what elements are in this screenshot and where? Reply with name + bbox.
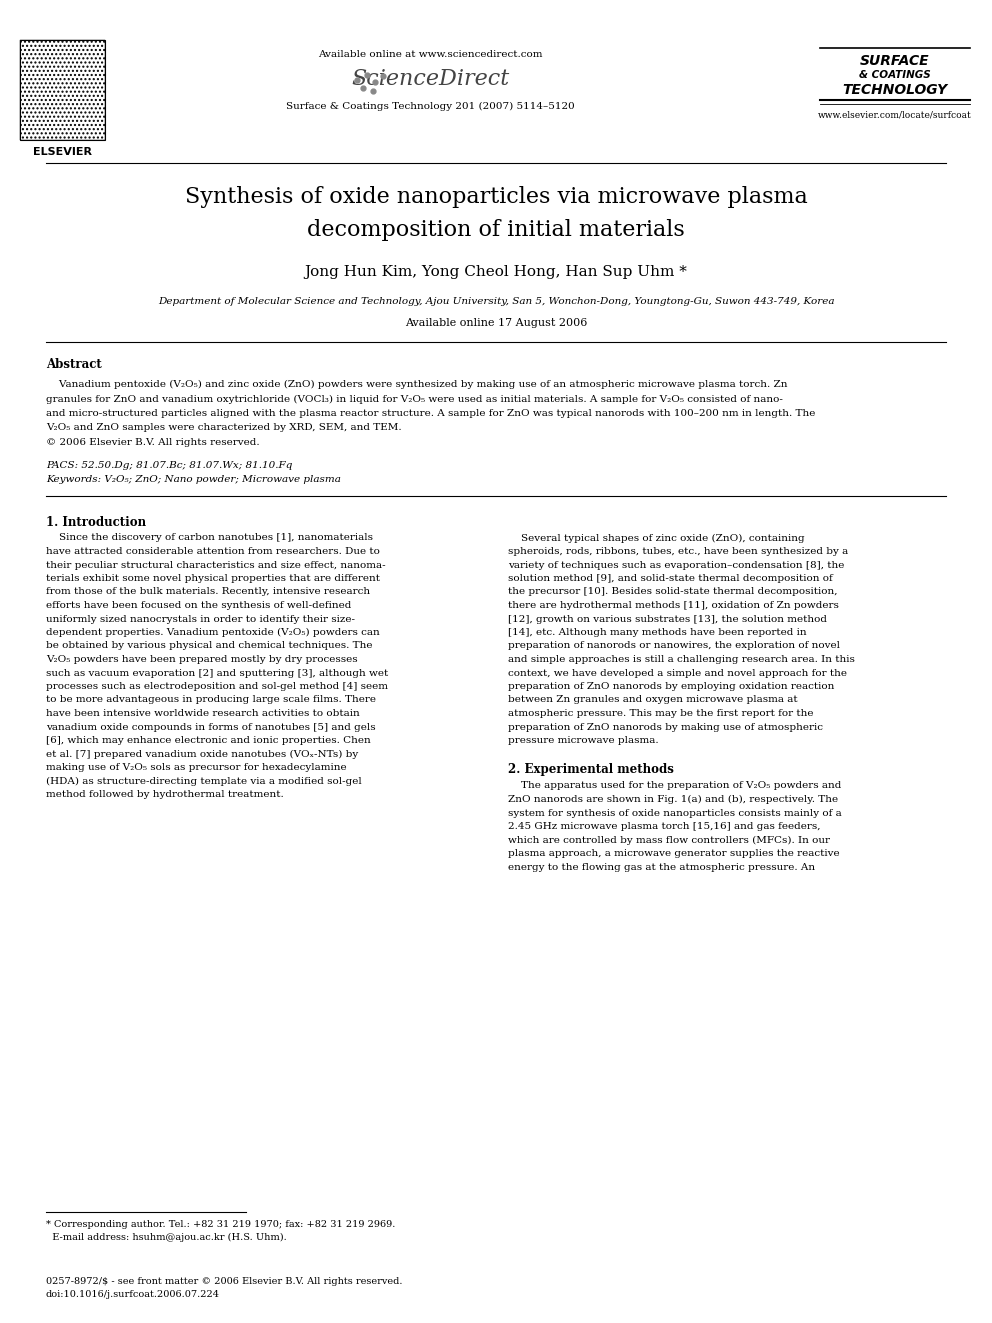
Text: Keywords: V₂O₅; ZnO; Nano powder; Microwave plasma: Keywords: V₂O₅; ZnO; Nano powder; Microw… [46, 475, 341, 484]
Text: [12], growth on various substrates [13], the solution method: [12], growth on various substrates [13],… [508, 614, 827, 623]
Text: between Zn granules and oxygen microwave plasma at: between Zn granules and oxygen microwave… [508, 696, 798, 705]
Text: (HDA) as structure-directing template via a modified sol-gel: (HDA) as structure-directing template vi… [46, 777, 362, 786]
Text: and micro-structured particles aligned with the plasma reactor structure. A samp: and micro-structured particles aligned w… [46, 409, 815, 418]
Text: spheroids, rods, ribbons, tubes, etc., have been synthesized by a: spheroids, rods, ribbons, tubes, etc., h… [508, 546, 848, 556]
Text: such as vacuum evaporation [2] and sputtering [3], although wet: such as vacuum evaporation [2] and sputt… [46, 668, 388, 677]
Text: method followed by hydrothermal treatment.: method followed by hydrothermal treatmen… [46, 790, 284, 799]
Text: preparation of nanorods or nanowires, the exploration of novel: preparation of nanorods or nanowires, th… [508, 642, 840, 651]
Text: TECHNOLOGY: TECHNOLOGY [842, 83, 947, 97]
Text: terials exhibit some novel physical properties that are different: terials exhibit some novel physical prop… [46, 574, 380, 583]
Text: vanadium oxide compounds in forms of nanotubes [5] and gels: vanadium oxide compounds in forms of nan… [46, 722, 376, 732]
Text: Available online at www.sciencedirect.com: Available online at www.sciencedirect.co… [317, 50, 543, 60]
Text: have attracted considerable attention from researchers. Due to: have attracted considerable attention fr… [46, 546, 380, 556]
Text: 1. Introduction: 1. Introduction [46, 516, 146, 528]
Text: Vanadium pentoxide (V₂O₅) and zinc oxide (ZnO) powders were synthesized by makin: Vanadium pentoxide (V₂O₅) and zinc oxide… [46, 380, 788, 389]
Text: doi:10.1016/j.surfcoat.2006.07.224: doi:10.1016/j.surfcoat.2006.07.224 [46, 1290, 220, 1299]
Text: V₂O₅ powders have been prepared mostly by dry processes: V₂O₅ powders have been prepared mostly b… [46, 655, 358, 664]
Text: & COATINGS: & COATINGS [859, 70, 930, 79]
Text: Abstract: Abstract [46, 359, 102, 370]
Text: system for synthesis of oxide nanoparticles consists mainly of a: system for synthesis of oxide nanopartic… [508, 808, 842, 818]
Text: granules for ZnO and vanadium oxytrichloride (VOCl₃) in liquid for V₂O₅ were use: granules for ZnO and vanadium oxytrichlo… [46, 394, 783, 404]
Text: the precursor [10]. Besides solid-state thermal decomposition,: the precursor [10]. Besides solid-state … [508, 587, 837, 597]
Text: E-mail address: hsuhm@ajou.ac.kr (H.S. Uhm).: E-mail address: hsuhm@ajou.ac.kr (H.S. U… [46, 1233, 287, 1242]
Text: which are controlled by mass flow controllers (MFCs). In our: which are controlled by mass flow contro… [508, 836, 830, 844]
Text: be obtained by various physical and chemical techniques. The: be obtained by various physical and chem… [46, 642, 373, 651]
Text: uniformly sized nanocrystals in order to identify their size-: uniformly sized nanocrystals in order to… [46, 614, 355, 623]
Text: ELSEVIER: ELSEVIER [33, 147, 91, 157]
Text: dependent properties. Vanadium pentoxide (V₂O₅) powders can: dependent properties. Vanadium pentoxide… [46, 628, 380, 638]
Text: Since the discovery of carbon nanotubes [1], nanomaterials: Since the discovery of carbon nanotubes … [46, 533, 373, 542]
Text: * Corresponding author. Tel.: +82 31 219 1970; fax: +82 31 219 2969.: * Corresponding author. Tel.: +82 31 219… [46, 1220, 396, 1229]
Text: energy to the flowing gas at the atmospheric pressure. An: energy to the flowing gas at the atmosph… [508, 863, 815, 872]
Text: from those of the bulk materials. Recently, intensive research: from those of the bulk materials. Recent… [46, 587, 370, 597]
Text: have been intensive worldwide research activities to obtain: have been intensive worldwide research a… [46, 709, 360, 718]
Text: efforts have been focused on the synthesis of well-defined: efforts have been focused on the synthes… [46, 601, 351, 610]
Bar [20, 40, 105, 140]
Text: variety of techniques such as evaporation–condensation [8], the: variety of techniques such as evaporatio… [508, 561, 844, 569]
Text: [6], which may enhance electronic and ionic properties. Chen: [6], which may enhance electronic and io… [46, 736, 371, 745]
Text: 2.45 GHz microwave plasma torch [15,16] and gas feeders,: 2.45 GHz microwave plasma torch [15,16] … [508, 822, 820, 831]
Text: www.elsevier.com/locate/surfcoat: www.elsevier.com/locate/surfcoat [818, 110, 972, 119]
Text: Synthesis of oxide nanoparticles via microwave plasma: Synthesis of oxide nanoparticles via mic… [185, 187, 807, 208]
Text: 0257-8972/$ - see front matter © 2006 Elsevier B.V. All rights reserved.: 0257-8972/$ - see front matter © 2006 El… [46, 1277, 403, 1286]
Text: Available online 17 August 2006: Available online 17 August 2006 [405, 318, 587, 328]
Text: V₂O₅ and ZnO samples were characterized by XRD, SEM, and TEM.: V₂O₅ and ZnO samples were characterized … [46, 423, 402, 433]
Text: preparation of ZnO nanorods by making use of atmospheric: preparation of ZnO nanorods by making us… [508, 722, 823, 732]
Text: Department of Molecular Science and Technology, Ajou University, San 5, Wonchon-: Department of Molecular Science and Tech… [158, 296, 834, 306]
Text: 2. Experimental methods: 2. Experimental methods [508, 763, 674, 777]
Text: Jong Hun Kim, Yong Cheol Hong, Han Sup Uhm *: Jong Hun Kim, Yong Cheol Hong, Han Sup U… [305, 265, 687, 279]
Text: SURFACE: SURFACE [860, 54, 930, 67]
Text: et al. [7] prepared vanadium oxide nanotubes (VOₓ-NTs) by: et al. [7] prepared vanadium oxide nanot… [46, 750, 358, 758]
Text: solution method [9], and solid-state thermal decomposition of: solution method [9], and solid-state the… [508, 574, 832, 583]
Text: ZnO nanorods are shown in Fig. 1(a) and (b), respectively. The: ZnO nanorods are shown in Fig. 1(a) and … [508, 795, 838, 804]
Text: Surface & Coatings Technology 201 (2007) 5114–5120: Surface & Coatings Technology 201 (2007)… [286, 102, 574, 111]
Text: processes such as electrodeposition and sol-gel method [4] seem: processes such as electrodeposition and … [46, 681, 388, 691]
Text: their peculiar structural characteristics and size effect, nanoma-: their peculiar structural characteristic… [46, 561, 386, 569]
Text: Several typical shapes of zinc oxide (ZnO), containing: Several typical shapes of zinc oxide (Zn… [508, 533, 805, 542]
Text: plasma approach, a microwave generator supplies the reactive: plasma approach, a microwave generator s… [508, 849, 839, 859]
Text: PACS: 52.50.Dg; 81.07.Bc; 81.07.Wx; 81.10.Fq: PACS: 52.50.Dg; 81.07.Bc; 81.07.Wx; 81.1… [46, 460, 293, 470]
Text: and simple approaches is still a challenging research area. In this: and simple approaches is still a challen… [508, 655, 855, 664]
Text: context, we have developed a simple and novel approach for the: context, we have developed a simple and … [508, 668, 847, 677]
Text: The apparatus used for the preparation of V₂O₅ powders and: The apparatus used for the preparation o… [508, 782, 841, 791]
Text: pressure microwave plasma.: pressure microwave plasma. [508, 736, 659, 745]
Text: atmospheric pressure. This may be the first report for the: atmospheric pressure. This may be the fi… [508, 709, 813, 718]
Text: there are hydrothermal methods [11], oxidation of Zn powders: there are hydrothermal methods [11], oxi… [508, 601, 839, 610]
Text: [14], etc. Although many methods have been reported in: [14], etc. Although many methods have be… [508, 628, 806, 636]
Text: preparation of ZnO nanorods by employing oxidation reaction: preparation of ZnO nanorods by employing… [508, 681, 834, 691]
Bar [20, 40, 105, 140]
Text: © 2006 Elsevier B.V. All rights reserved.: © 2006 Elsevier B.V. All rights reserved… [46, 438, 260, 447]
Text: making use of V₂O₅ sols as precursor for hexadecylamine: making use of V₂O₅ sols as precursor for… [46, 763, 346, 773]
Text: decomposition of initial materials: decomposition of initial materials [308, 220, 684, 241]
Text: ScienceDirect: ScienceDirect [351, 67, 509, 90]
Text: to be more advantageous in producing large scale films. There: to be more advantageous in producing lar… [46, 696, 376, 705]
